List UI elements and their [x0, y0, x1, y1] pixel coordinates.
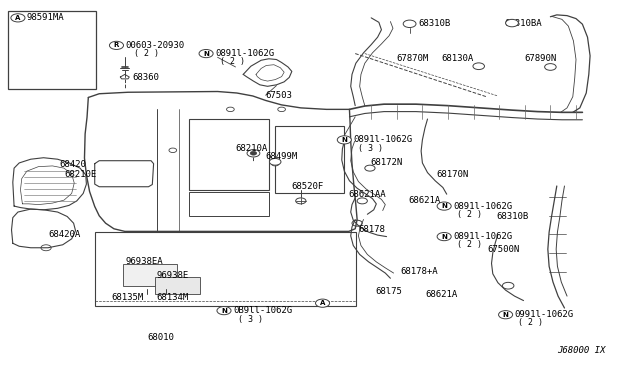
Text: 68178: 68178: [358, 225, 385, 234]
Text: 0891l-1062G: 0891l-1062G: [453, 232, 512, 241]
Text: 67503: 67503: [266, 91, 292, 100]
Text: J68000 IX: J68000 IX: [557, 346, 605, 355]
Circle shape: [227, 107, 234, 112]
Text: 68172N: 68172N: [370, 158, 402, 167]
Text: 67500N: 67500N: [488, 246, 520, 254]
Text: A: A: [320, 300, 325, 306]
Text: N: N: [203, 51, 209, 57]
Bar: [155, 277, 200, 294]
Text: 68621AA: 68621AA: [349, 190, 387, 199]
Text: N: N: [341, 137, 348, 143]
Circle shape: [365, 165, 375, 171]
Circle shape: [337, 136, 351, 144]
Text: 68210A: 68210A: [236, 144, 268, 153]
Text: 68520F: 68520F: [291, 182, 323, 191]
Circle shape: [499, 311, 513, 319]
Circle shape: [316, 299, 330, 307]
Text: 68360: 68360: [132, 73, 159, 82]
Text: A: A: [15, 15, 20, 21]
Text: 67890N: 67890N: [525, 54, 557, 62]
Circle shape: [199, 49, 213, 58]
Text: 68499M: 68499M: [266, 152, 298, 161]
Text: 68134M: 68134M: [156, 293, 188, 302]
Text: ( 2 ): ( 2 ): [518, 318, 543, 327]
Text: ( 2 ): ( 2 ): [457, 210, 482, 219]
Text: 68010: 68010: [147, 333, 174, 342]
Text: N: N: [441, 234, 447, 240]
Text: 98591MA: 98591MA: [27, 13, 65, 22]
Text: 68621A: 68621A: [408, 196, 440, 205]
Text: N: N: [441, 203, 447, 209]
Circle shape: [437, 232, 451, 241]
Text: 0991l-1062G: 0991l-1062G: [515, 310, 573, 319]
Text: 68621A: 68621A: [425, 290, 457, 299]
Bar: [8, 11, 96, 89]
Circle shape: [437, 202, 451, 210]
Text: ( 3 ): ( 3 ): [358, 144, 383, 153]
Circle shape: [169, 148, 177, 153]
Text: 68420A: 68420A: [49, 230, 81, 239]
Text: 00603-20930: 00603-20930: [125, 41, 184, 50]
Text: 68310B: 68310B: [497, 212, 529, 221]
Text: 67870M: 67870M: [397, 54, 429, 62]
Text: 68170N: 68170N: [436, 170, 468, 179]
Circle shape: [247, 150, 260, 157]
Circle shape: [278, 107, 285, 112]
Text: ( 2 ): ( 2 ): [220, 57, 245, 66]
Circle shape: [250, 151, 257, 155]
Text: 68135M: 68135M: [111, 293, 143, 302]
Text: 0891l-1062G: 0891l-1062G: [215, 49, 274, 58]
Bar: [95, 232, 356, 306]
Bar: [189, 192, 269, 216]
Circle shape: [217, 307, 231, 315]
Circle shape: [109, 41, 124, 49]
Circle shape: [271, 161, 279, 166]
Circle shape: [506, 19, 518, 27]
Text: N: N: [221, 308, 227, 314]
Text: N: N: [502, 312, 509, 318]
Text: 96938E: 96938E: [156, 271, 188, 280]
Text: 0891l-1062G: 0891l-1062G: [353, 135, 412, 144]
Bar: [189, 119, 269, 190]
Text: ( 2 ): ( 2 ): [457, 240, 482, 249]
Bar: [14, 29, 90, 60]
Text: ( 2 ): ( 2 ): [134, 49, 159, 58]
Text: ( 3 ): ( 3 ): [238, 315, 263, 324]
Text: 68310BA: 68310BA: [504, 19, 542, 28]
Circle shape: [352, 220, 362, 226]
Bar: [275, 126, 344, 193]
Circle shape: [296, 198, 306, 204]
Text: 68130A: 68130A: [442, 54, 474, 62]
Text: 68210E: 68210E: [65, 170, 97, 179]
Text: 68l75: 68l75: [375, 287, 402, 296]
Text: 96938EA: 96938EA: [125, 257, 163, 266]
Circle shape: [11, 14, 25, 22]
Bar: [123, 264, 177, 286]
Text: 68310B: 68310B: [419, 19, 451, 28]
Text: 0891l-1062G: 0891l-1062G: [453, 202, 512, 211]
Circle shape: [545, 64, 556, 70]
Circle shape: [473, 63, 484, 70]
Text: 68420: 68420: [60, 160, 86, 169]
Text: 68178+A: 68178+A: [401, 267, 438, 276]
Text: 0B9ll-1062G: 0B9ll-1062G: [233, 306, 292, 315]
Circle shape: [403, 20, 416, 28]
Text: R: R: [114, 42, 119, 48]
Bar: [14, 61, 90, 86]
Circle shape: [269, 158, 281, 165]
Circle shape: [357, 198, 367, 204]
